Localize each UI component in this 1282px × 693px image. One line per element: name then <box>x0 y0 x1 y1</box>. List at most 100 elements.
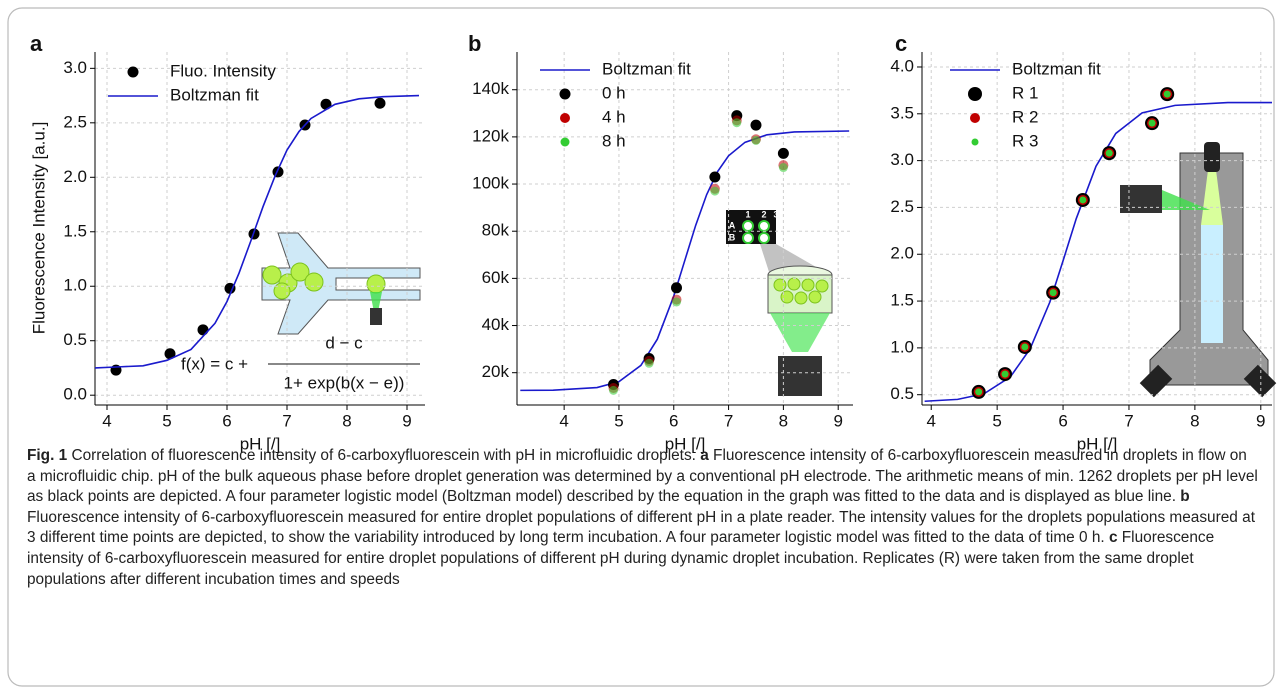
caption: Fig. 1 Correlation of fluorescence inten… <box>27 446 1259 590</box>
caption-label: Fig. 1 <box>27 447 68 464</box>
y-tick-label: 1.5 <box>63 221 87 240</box>
equation: 1+ exp(b(x − e)) <box>284 373 405 392</box>
x-tick-label: 6 <box>222 411 231 430</box>
data-point <box>197 324 209 336</box>
y-tick-label: 0.5 <box>63 330 87 349</box>
legend-marker <box>559 88 571 100</box>
inset-label: 2 <box>761 209 766 219</box>
x-tick-label: 6 <box>669 411 678 430</box>
x-tick-label: 8 <box>342 411 351 430</box>
x-tick-label: 8 <box>779 411 788 430</box>
y-axis-label: Fluorescence Intensity [a.u.] <box>29 122 48 335</box>
legend-label: 8 h <box>602 131 626 150</box>
x-axis-label: pH [/] <box>240 434 281 453</box>
data-point <box>671 282 683 294</box>
caption-label: c <box>1108 529 1118 547</box>
y-tick-label: 2.5 <box>63 112 87 131</box>
data-point <box>320 98 332 110</box>
inset-label: A <box>729 220 736 230</box>
y-tick-label: 60k <box>482 268 510 287</box>
panel-label: b <box>468 31 481 56</box>
inset-label: 1 <box>745 209 750 219</box>
legend-marker <box>971 138 979 146</box>
y-tick-label: 140k <box>472 79 509 98</box>
data-point <box>608 385 618 395</box>
y-tick-label: 3.0 <box>890 150 914 169</box>
legend-marker <box>560 113 570 123</box>
plate-illustration <box>726 210 833 396</box>
caption-text: Fluorescence intensity of 6-carboxyfluor… <box>27 529 1215 588</box>
data-point <box>1148 119 1156 127</box>
x-axis-label: pH [/] <box>665 434 706 453</box>
y-tick-label: 1.0 <box>890 337 914 356</box>
y-tick-label: 120k <box>472 126 509 145</box>
equation: d − c <box>325 333 363 352</box>
x-tick-label: 7 <box>724 411 733 430</box>
y-tick-label: 1.5 <box>890 291 914 310</box>
device-illustration <box>1120 142 1277 398</box>
y-tick-label: 0.0 <box>63 385 87 404</box>
x-tick-label: 4 <box>102 411 111 430</box>
data-point <box>975 388 983 396</box>
x-tick-label: 9 <box>833 411 842 430</box>
channel-illustration <box>261 232 421 335</box>
data-point <box>374 97 386 109</box>
data-point <box>224 282 236 294</box>
caption-text: Fluorescence intensity of 6-carboxyfluor… <box>27 508 1255 547</box>
y-tick-label: 3.0 <box>63 58 87 77</box>
legend-label: Boltzman fit <box>1012 59 1101 78</box>
legend-label: 0 h <box>602 83 626 102</box>
data-point <box>164 348 176 360</box>
x-tick-label: 9 <box>1256 411 1265 430</box>
fit-line <box>924 101 1272 403</box>
x-tick-label: 4 <box>926 411 935 430</box>
data-point <box>778 163 788 173</box>
x-tick-label: 5 <box>162 411 171 430</box>
x-tick-label: 5 <box>992 411 1001 430</box>
y-tick-label: 20k <box>482 362 510 381</box>
inset-label: B <box>729 232 736 242</box>
caption-label: b <box>1180 488 1190 506</box>
y-tick-label: 4.0 <box>890 56 914 75</box>
x-tick-label: 7 <box>1124 411 1133 430</box>
data-point <box>709 171 721 183</box>
y-tick-label: 2.5 <box>890 197 914 216</box>
data-point <box>1079 196 1087 204</box>
y-tick-label: 40k <box>482 315 510 334</box>
legend-label: R 2 <box>1012 107 1038 126</box>
inset-label: 3 <box>773 209 778 219</box>
legend-label: R 1 <box>1012 83 1038 102</box>
legend-marker <box>127 66 139 78</box>
figure-frame <box>7 7 1275 687</box>
x-axis-label: pH [/] <box>1077 434 1118 453</box>
y-tick-label: 2.0 <box>890 244 914 263</box>
y-tick-label: 0.5 <box>890 384 914 403</box>
y-tick-label: 2.0 <box>63 167 87 186</box>
x-tick-label: 7 <box>282 411 291 430</box>
y-tick-label: 1.0 <box>63 276 87 295</box>
data-point <box>1105 149 1113 157</box>
data-point <box>1163 90 1171 98</box>
data-point <box>710 186 720 196</box>
data-point <box>1001 370 1009 378</box>
legend-label: Boltzman fit <box>602 59 691 78</box>
chart-panel: a 4 5 6 7 8 9 0.0 0.5 1.0 1.5 2.0 2.5 3.0 pH [/] Fluore… <box>29 31 425 453</box>
legend-marker <box>968 87 982 101</box>
panel-label: a <box>30 31 43 56</box>
chart-panel: c 4 5 6 7 8 9 0.5 1.0 1.5 2.0 2.5 3.0 3.5 4.0 pH [/] Bol… <box>890 31 1272 453</box>
data-point <box>644 358 654 368</box>
x-tick-label: 8 <box>1190 411 1199 430</box>
data-point <box>777 147 789 159</box>
fit-line <box>94 94 420 369</box>
legend-label: R 3 <box>1012 131 1038 150</box>
chart-panel: b 4 5 6 7 8 9 20k 40k 60k 80k 100k 120k 140k pH [/] Bol… <box>468 31 853 453</box>
x-tick-label: 6 <box>1058 411 1067 430</box>
legend-label: Boltzman fit <box>170 85 259 104</box>
y-tick-label: 80k <box>482 221 510 240</box>
caption-text: Fluorescence intensity of 6-carboxyfluor… <box>27 447 1258 506</box>
data-point <box>1049 289 1057 297</box>
equation: f(x) = c + <box>181 354 248 373</box>
x-tick-label: 9 <box>402 411 411 430</box>
